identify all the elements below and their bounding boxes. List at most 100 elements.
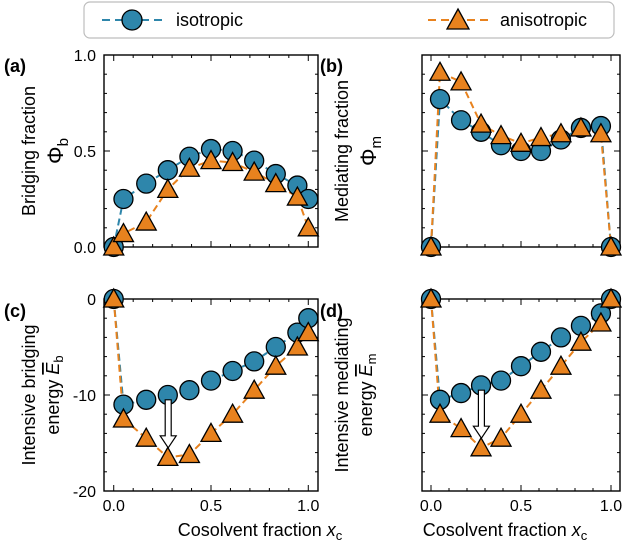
data-point-anisotropic: [297, 216, 320, 237]
legend-isotropic-marker: [121, 9, 143, 31]
data-point-anisotropic: [589, 122, 613, 143]
data-point-anisotropic: [243, 378, 266, 399]
x-axis-label-left: Cosolvent fraction xc: [178, 520, 343, 543]
data-point-anisotropic: [529, 378, 553, 399]
data-point-isotropic: [550, 327, 572, 348]
data-point-anisotropic: [178, 156, 201, 177]
data-point-anisotropic: [599, 287, 623, 308]
x-tick-label: 1.0: [297, 498, 319, 515]
data-point-anisotropic: [419, 235, 443, 256]
data-point-isotropic: [200, 370, 222, 391]
data-point-anisotropic: [264, 172, 287, 193]
data-point-isotropic: [136, 173, 157, 194]
data-point-anisotropic: [156, 446, 179, 467]
panel-letter: (a): [4, 56, 26, 76]
data-point-isotropic: [136, 389, 157, 410]
y-tick-label: 0.5: [74, 144, 96, 161]
panel-a: 0.0 0.5 1.0 (a) Bridging fraction Φb: [4, 48, 320, 258]
y-tick-label: 0: [87, 292, 96, 309]
data-point-anisotropic: [449, 417, 473, 438]
shift-arrow: [159, 399, 178, 449]
data-point-anisotropic: [489, 426, 513, 447]
data-point-anisotropic: [569, 116, 593, 137]
x-axis-label-right: Cosolvent fraction xc: [423, 520, 588, 543]
data-point-anisotropic: [589, 311, 613, 332]
x-tick-label: 1.0: [600, 498, 622, 515]
data-point-isotropic: [244, 351, 265, 372]
data-point-isotropic: [179, 380, 200, 401]
data-point-anisotropic: [286, 335, 309, 356]
x-tick-label: 0.0: [420, 498, 442, 515]
x-tick-label: 0.0: [103, 498, 125, 515]
data-point-isotropic: [450, 382, 472, 404]
shift-arrow: [472, 389, 491, 440]
data-point-anisotropic: [469, 112, 493, 133]
y-axis-label: Intensive mediating: [332, 317, 352, 472]
data-point-anisotropic: [243, 160, 266, 181]
data-point-anisotropic: [135, 210, 158, 231]
data-point-anisotropic: [449, 70, 473, 91]
panel-b: (b) Mediating fraction Φm: [320, 54, 623, 258]
data-point-isotropic: [530, 341, 552, 362]
data-point-anisotropic: [489, 124, 513, 145]
panel-d: 0.0 0.5 1.0 (d)Intensive mediating energy Em: [320, 287, 623, 515]
data-point-isotropic: [222, 360, 243, 382]
data-point-isotropic: [157, 160, 178, 181]
data-point-isotropic: [113, 188, 134, 210]
legend: isotropic anisotropic: [83, 1, 615, 39]
legend-anisotropic-marker: [445, 7, 471, 30]
y-axis-label-line2: energy Em: [356, 354, 379, 437]
y-tick-label: 1.0: [74, 48, 96, 65]
x-tick-label: 0.5: [510, 498, 532, 515]
data-point-anisotropic: [264, 354, 287, 375]
data-point-anisotropic: [509, 131, 533, 152]
axes-frame: [103, 298, 319, 492]
data-point-anisotropic: [569, 330, 593, 351]
data-point-anisotropic: [102, 287, 125, 308]
data-point-anisotropic: [199, 422, 223, 443]
data-point-isotropic: [510, 356, 532, 377]
data-point-anisotropic: [297, 321, 320, 342]
panel-letter: (c): [4, 301, 26, 321]
data-point-anisotropic: [221, 402, 244, 423]
data-point-anisotropic: [156, 178, 179, 199]
y-tick-label: -10: [73, 388, 96, 405]
data-point-anisotropic: [428, 60, 452, 81]
data-point-anisotropic: [549, 354, 573, 375]
data-point-anisotropic: [102, 235, 125, 256]
legend-frame: [83, 1, 615, 39]
data-point-anisotropic: [599, 235, 623, 256]
data-point-anisotropic: [469, 436, 493, 457]
y-axis-symbol: Φb: [43, 138, 72, 164]
data-point-isotropic: [265, 336, 286, 358]
y-axis-label: Mediating fraction: [332, 80, 352, 222]
y-axis-symbol: Φm: [356, 136, 385, 166]
data-point-anisotropic: [112, 222, 135, 243]
y-axis-label: Bridging fraction: [19, 86, 39, 216]
data-point-isotropic: [490, 370, 512, 391]
data-point-anisotropic: [419, 287, 443, 308]
y-axis-label-line2: energy Eb: [43, 355, 66, 434]
y-tick-label: 0.0: [74, 240, 96, 257]
data-point-anisotropic: [428, 402, 452, 423]
panel-letter: (d): [320, 301, 343, 321]
data-point-anisotropic: [112, 407, 135, 428]
data-point-anisotropic: [529, 126, 553, 147]
data-point-anisotropic: [178, 443, 201, 464]
legend-anisotropic-label: anisotropic: [500, 10, 587, 30]
data-point-isotropic: [450, 110, 472, 131]
panel-c: -20 -10 0 0.0 0.5 1.0 (c) Intensive bridging ene…: [4, 287, 320, 515]
data-point-anisotropic: [199, 149, 223, 170]
panel-letter: (b): [320, 56, 343, 76]
data-point-anisotropic: [135, 426, 158, 447]
x-tick-label: 0.5: [200, 498, 222, 515]
data-point-anisotropic: [286, 185, 309, 206]
data-point-anisotropic: [221, 151, 244, 172]
y-tick-label: -20: [73, 484, 96, 501]
y-axis-label: Intensive bridging: [19, 324, 39, 465]
data-point-anisotropic: [549, 122, 573, 143]
data-point-anisotropic: [509, 402, 533, 423]
data-point-isotropic: [429, 89, 451, 110]
legend-isotropic-label: isotropic: [176, 10, 243, 30]
